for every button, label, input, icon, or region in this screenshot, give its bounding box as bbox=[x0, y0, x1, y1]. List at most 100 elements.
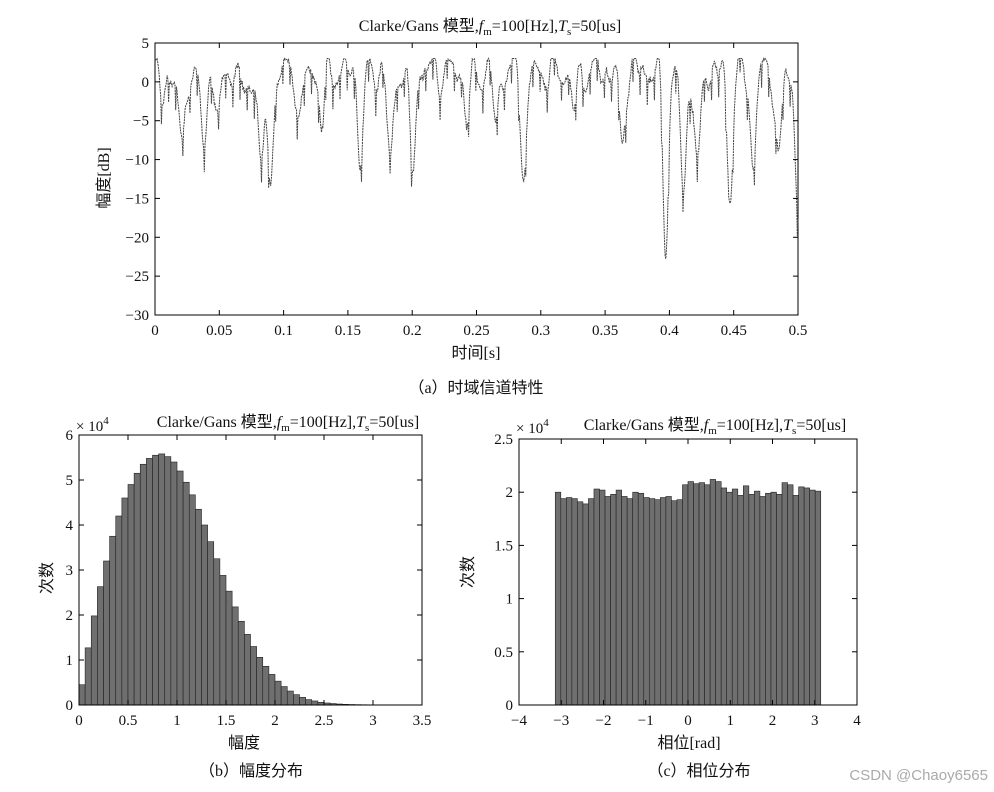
chart-c-exponent: × 104 bbox=[516, 417, 549, 437]
phase-bar bbox=[588, 498, 595, 706]
amplitude-bar bbox=[201, 524, 208, 706]
amplitude-bar bbox=[237, 620, 245, 706]
chart-a-series bbox=[154, 57, 799, 259]
amplitude-bar bbox=[133, 472, 141, 706]
phase-bar bbox=[704, 484, 711, 706]
x-tick-label: 1.5 bbox=[217, 713, 236, 729]
phase-bar bbox=[715, 481, 722, 706]
amplitude-bar bbox=[127, 484, 135, 706]
chart-a-title: Clarke/Gans 模型,fm=100[Hz],Ts=50[us] bbox=[359, 17, 621, 38]
phase-bar bbox=[560, 498, 567, 706]
amplitude-bar bbox=[78, 684, 86, 706]
x-tick-label: 1 bbox=[727, 713, 735, 729]
x-tick-label: 0.5 bbox=[119, 713, 138, 729]
amplitude-bar bbox=[305, 699, 313, 706]
amplitude-bar bbox=[139, 463, 147, 706]
phase-bar bbox=[737, 495, 744, 706]
amplitude-bar bbox=[115, 515, 123, 706]
y-tick-label: 5 bbox=[66, 473, 74, 489]
phase-bar bbox=[577, 501, 584, 706]
amplitude-bar bbox=[188, 494, 196, 706]
chart-b-caption: （b）幅度分布 bbox=[199, 762, 303, 780]
y-tick-label: 5 bbox=[142, 36, 150, 52]
x-tick-label: 0.45 bbox=[721, 323, 747, 339]
amplitude-bar bbox=[213, 558, 221, 706]
x-tick-label: 0 bbox=[684, 713, 692, 729]
amplitude-bar bbox=[274, 680, 282, 706]
phase-bar bbox=[759, 496, 766, 706]
amplitude-bar bbox=[225, 590, 233, 706]
phase-bar bbox=[593, 488, 600, 706]
y-tick-label: 2 bbox=[66, 608, 74, 624]
x-tick-label: 0.35 bbox=[592, 323, 618, 339]
phase-bar bbox=[743, 485, 750, 706]
phase-bar bbox=[615, 489, 622, 706]
y-tick-label: 0.5 bbox=[494, 645, 513, 661]
phase-bar bbox=[571, 498, 578, 706]
x-tick-label: 3 bbox=[369, 713, 377, 729]
x-tick-label: −4 bbox=[511, 713, 527, 729]
x-tick-label: 0 bbox=[151, 323, 159, 339]
amplitude-bar bbox=[207, 541, 215, 706]
chart-c-xlabel: 相位[rad] bbox=[657, 734, 720, 752]
x-tick-label: 1 bbox=[173, 713, 181, 729]
x-tick-label: 2 bbox=[271, 713, 279, 729]
phase-bar bbox=[582, 503, 589, 706]
x-tick-label: 0.25 bbox=[463, 323, 489, 339]
phase-bar bbox=[626, 498, 633, 706]
x-tick-label: 2.5 bbox=[315, 713, 334, 729]
y-tick-label: −15 bbox=[126, 191, 149, 207]
y-tick-label: 0 bbox=[142, 75, 150, 91]
phase-bar bbox=[599, 489, 606, 706]
phase-bar bbox=[798, 486, 805, 706]
y-tick-label: −5 bbox=[133, 114, 149, 130]
phase-bar bbox=[654, 499, 661, 706]
y-tick-label: 0 bbox=[66, 698, 74, 714]
phase-bar bbox=[770, 491, 777, 706]
amplitude-bar bbox=[250, 646, 257, 706]
amplitude-bar bbox=[244, 634, 251, 706]
amplitude-bar bbox=[182, 481, 190, 706]
amplitude-bar bbox=[256, 656, 264, 706]
y-tick-label: 1 bbox=[66, 653, 74, 669]
y-tick-label: −20 bbox=[126, 230, 149, 246]
x-tick-label: 4 bbox=[853, 713, 861, 729]
amplitude-bar bbox=[158, 453, 166, 706]
amplitude-bar bbox=[152, 454, 159, 706]
amplitude-bar bbox=[268, 674, 276, 706]
x-tick-label: 3 bbox=[811, 713, 819, 729]
phase-bar bbox=[610, 494, 617, 706]
phase-bar bbox=[671, 500, 678, 706]
phase-bar bbox=[566, 497, 573, 706]
phase-bar bbox=[731, 488, 739, 706]
phase-bar bbox=[792, 495, 799, 706]
y-tick-label: −10 bbox=[126, 153, 149, 169]
amplitude-bar bbox=[286, 690, 294, 706]
y-tick-label: 0 bbox=[506, 698, 514, 714]
x-tick-label: 0.2 bbox=[403, 323, 422, 339]
chart-b-bars bbox=[78, 453, 404, 706]
chart-a-x-ticks: 0 0.05 0.1 0.15 0.2 0.25 0.3 0.35 0.4 0.45 0.5 bbox=[151, 43, 807, 339]
phase-bar bbox=[814, 490, 822, 706]
phase-bar bbox=[648, 498, 656, 706]
amplitude-bar bbox=[280, 686, 288, 706]
x-tick-label: 0.4 bbox=[660, 323, 679, 339]
amplitude-bar bbox=[97, 586, 104, 706]
amplitude-bar bbox=[146, 458, 153, 706]
y-tick-label: 6 bbox=[66, 428, 74, 444]
x-tick-label: 3.5 bbox=[413, 713, 432, 729]
x-tick-label: −2 bbox=[596, 713, 612, 729]
y-tick-label: 2.5 bbox=[494, 432, 513, 448]
amplitude-bar bbox=[90, 615, 98, 706]
amplitude-bar bbox=[299, 697, 306, 706]
phase-bar bbox=[665, 496, 672, 706]
phase-bar bbox=[660, 497, 667, 706]
phase-bar bbox=[709, 479, 716, 706]
x-tick-label: 0.05 bbox=[206, 323, 232, 339]
phase-bar bbox=[693, 483, 700, 706]
phase-bar bbox=[643, 497, 650, 706]
phase-bar bbox=[803, 487, 810, 706]
chart-a-ylabel: 幅度[dB] bbox=[95, 147, 113, 208]
x-tick-label: −1 bbox=[638, 713, 654, 729]
